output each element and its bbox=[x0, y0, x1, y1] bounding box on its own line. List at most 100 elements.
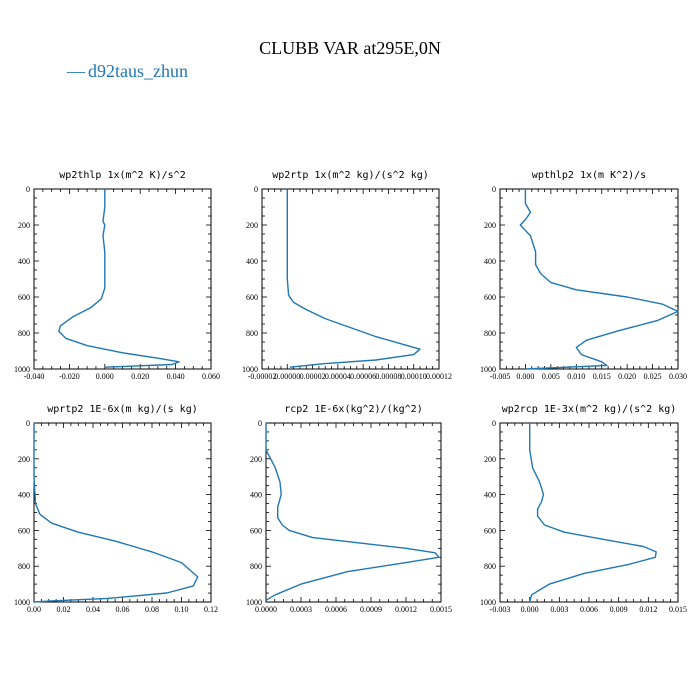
y-tick-label: 400 bbox=[484, 491, 496, 500]
x-tick-label: -0.040 bbox=[24, 372, 45, 381]
x-tick-label: 0.015 bbox=[593, 372, 611, 381]
y-tick-label: 0 bbox=[26, 185, 30, 194]
x-tick-label: 0.00006 bbox=[350, 372, 376, 381]
legend-marker: — bbox=[66, 61, 86, 81]
y-tick-label: 800 bbox=[246, 329, 258, 338]
x-tick-label: 0.0000 bbox=[255, 605, 277, 614]
x-tick-label: -0.003 bbox=[490, 605, 511, 614]
x-tick-label: 0.02 bbox=[57, 605, 71, 614]
y-tick-label: 200 bbox=[484, 455, 496, 464]
panel-4: wprtp2 1E-6x(m kg)/(s kg) 0.00 0.02 0.04 0.0… bbox=[14, 404, 218, 614]
legend: — d92taus_zhun bbox=[66, 61, 188, 81]
y-tick-label: 0 bbox=[492, 185, 496, 194]
x-tick-label: 0.00012 bbox=[426, 372, 452, 381]
x-tick-label: 0.040 bbox=[167, 372, 185, 381]
x-tick-label: 0.009 bbox=[610, 605, 628, 614]
x-tick-label: 0.00008 bbox=[375, 372, 401, 381]
y-tick-label: 1000 bbox=[14, 365, 30, 374]
x-tick-label: 0.006 bbox=[580, 605, 598, 614]
x-tick-label: 0.10 bbox=[175, 605, 189, 614]
x-tick-label: 0.003 bbox=[550, 605, 568, 614]
x-tick-label: 0.015 bbox=[669, 605, 687, 614]
y-tick-label: 400 bbox=[18, 491, 30, 500]
x-tick-label: 0.0012 bbox=[395, 605, 417, 614]
panel-title: wpthlp2 1x(m K^2)/s bbox=[532, 170, 646, 181]
x-tick-label: 0.000 bbox=[96, 372, 114, 381]
plot-frame bbox=[33, 188, 212, 370]
x-tick-label: 0.06 bbox=[116, 605, 130, 614]
x-tick-label: 0.020 bbox=[131, 372, 149, 381]
x-tick-label: 0.0003 bbox=[290, 605, 312, 614]
y-tick-label: 0 bbox=[254, 185, 258, 194]
panel-title: wp2rcp 1E-3x(m^2 kg)/(s^2 kg) bbox=[502, 404, 677, 415]
figure-title: CLUBB VAR at295E,0N bbox=[259, 38, 441, 58]
panel-6: wp2rcp 1E-3x(m^2 kg)/(s^2 kg) -0.003 0.000… bbox=[480, 404, 687, 614]
x-tick-label: 0.08 bbox=[145, 605, 159, 614]
y-tick-label: 1000 bbox=[480, 598, 496, 607]
x-tick-label: -0.020 bbox=[59, 372, 80, 381]
x-tick-label: 0.00004 bbox=[325, 372, 351, 381]
panel-5: rcp2 1E-6x(kg^2)/(kg^2) 0.0000 0.0003 0.000… bbox=[246, 404, 452, 614]
series-line bbox=[286, 189, 421, 368]
y-tick-label: 800 bbox=[18, 329, 30, 338]
x-tick-label: 0.005 bbox=[542, 372, 560, 381]
series-line bbox=[519, 189, 679, 370]
x-tick-label: 0.12 bbox=[204, 605, 218, 614]
y-tick-label: 600 bbox=[484, 293, 496, 302]
panel-title: wprtp2 1E-6x(m kg)/(s kg) bbox=[47, 404, 198, 415]
x-tick-label: 0.012 bbox=[639, 605, 657, 614]
y-tick-label: 1000 bbox=[480, 365, 496, 374]
panel-3: wpthlp2 1x(m K^2)/s -0.005 0.000 0.005 0.010… bbox=[480, 170, 687, 381]
x-tick-label: -0.00002 bbox=[248, 372, 277, 381]
plot-frame bbox=[265, 422, 442, 603]
y-tick-label: 600 bbox=[250, 526, 262, 535]
panel-title: rcp2 1E-6x(kg^2)/(kg^2) bbox=[284, 404, 422, 415]
legend-label: d92taus_zhun bbox=[88, 61, 188, 81]
panel-grid: wp2thlp 1x(m^2 K)/s^2-0.040 -0.020 0.000 0.… bbox=[14, 170, 687, 614]
y-tick-label: 800 bbox=[250, 562, 262, 571]
x-tick-label: 0.00000 bbox=[274, 372, 300, 381]
y-tick-label: 1000 bbox=[246, 598, 262, 607]
y-tick-label: 600 bbox=[246, 293, 258, 302]
panel-title: wp2rtp 1x(m^2 kg)/(s^2 kg) bbox=[272, 170, 429, 181]
panel-1: wp2thlp 1x(m^2 K)/s^2 -0.040 -0.020 0.000 0.… bbox=[14, 170, 220, 381]
y-tick-label: 800 bbox=[484, 562, 496, 571]
y-tick-label: 200 bbox=[250, 455, 262, 464]
x-tick-label: 0.00 bbox=[27, 605, 41, 614]
panel-2: wp2rtp 1x(m^2 kg)/(s^2 kg)-0.000020.0000… bbox=[242, 170, 452, 381]
y-tick-label: 400 bbox=[484, 257, 496, 266]
y-tick-label: 0 bbox=[258, 419, 262, 428]
x-tick-label: 0.00002 bbox=[300, 372, 326, 381]
plot-frame bbox=[499, 188, 679, 370]
x-tick-label: 0.000 bbox=[516, 372, 534, 381]
y-tick-label: 600 bbox=[18, 293, 30, 302]
x-tick-label: 0.00010 bbox=[401, 372, 427, 381]
x-tick-label: 0.000 bbox=[521, 605, 539, 614]
y-tick-label: 0 bbox=[492, 419, 496, 428]
y-tick-label: 800 bbox=[18, 562, 30, 571]
panel-title: wp2thlp 1x(m^2 K)/s^2 bbox=[59, 170, 185, 181]
y-tick-label: 600 bbox=[18, 526, 30, 535]
series-line bbox=[58, 189, 180, 368]
y-tick-label: 200 bbox=[246, 221, 258, 230]
y-tick-label: 600 bbox=[484, 526, 496, 535]
series-line bbox=[529, 423, 657, 603]
y-tick-label: 1000 bbox=[14, 598, 30, 607]
x-tick-label: 0.0015 bbox=[430, 605, 452, 614]
plot-frame bbox=[33, 422, 212, 603]
x-tick-label: 0.060 bbox=[202, 372, 220, 381]
plot-frame bbox=[261, 188, 440, 370]
series-line bbox=[33, 423, 199, 603]
y-tick-label: 200 bbox=[484, 221, 496, 230]
x-tick-label: 0.0006 bbox=[325, 605, 347, 614]
y-tick-label: 400 bbox=[246, 257, 258, 266]
x-tick-label: -0.005 bbox=[490, 372, 511, 381]
y-tick-label: 400 bbox=[250, 491, 262, 500]
x-tick-label: 0.010 bbox=[567, 372, 585, 381]
y-tick-label: 400 bbox=[18, 257, 30, 266]
x-tick-label: 0.04 bbox=[86, 605, 100, 614]
x-tick-label: 0.030 bbox=[669, 372, 687, 381]
y-tick-label: 0 bbox=[26, 419, 30, 428]
y-tick-label: 1000 bbox=[242, 365, 258, 374]
